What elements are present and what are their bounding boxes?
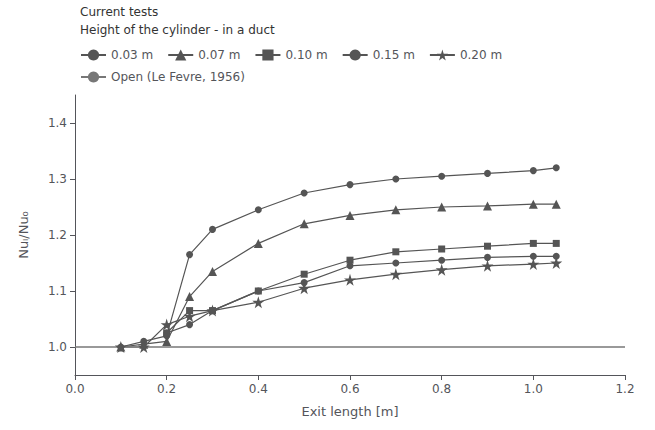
svg-text:0.8: 0.8 [432, 382, 451, 396]
svg-text:0.6: 0.6 [340, 382, 359, 396]
svg-text:Open (Le Fevre, 1956): Open (Le Fevre, 1956) [111, 70, 245, 84]
svg-text:Height of the cylinder - in a: Height of the cylinder - in a duct [80, 23, 275, 37]
svg-text:1.1: 1.1 [48, 284, 67, 298]
svg-text:0.2: 0.2 [157, 382, 176, 396]
svg-text:1.0: 1.0 [48, 340, 67, 354]
svg-text:0.07 m: 0.07 m [198, 48, 240, 62]
svg-text:0.15 m: 0.15 m [373, 48, 415, 62]
svg-text:0.10 m: 0.10 m [285, 48, 327, 62]
svg-text:1.4: 1.4 [48, 116, 67, 130]
svg-text:Exit length [m]: Exit length [m] [301, 404, 398, 419]
svg-text:Nuₗ/Nu₀: Nuₗ/Nu₀ [16, 211, 31, 259]
svg-text:0.4: 0.4 [249, 382, 268, 396]
svg-text:1.0: 1.0 [524, 382, 543, 396]
svg-text:1.2: 1.2 [615, 382, 634, 396]
svg-text:1.3: 1.3 [48, 172, 67, 186]
svg-text:1.2: 1.2 [48, 228, 67, 242]
svg-text:0.20 m: 0.20 m [460, 48, 502, 62]
svg-text:0.03 m: 0.03 m [111, 48, 153, 62]
svg-text:Current tests: Current tests [80, 5, 158, 19]
svg-text:0.0: 0.0 [65, 382, 84, 396]
